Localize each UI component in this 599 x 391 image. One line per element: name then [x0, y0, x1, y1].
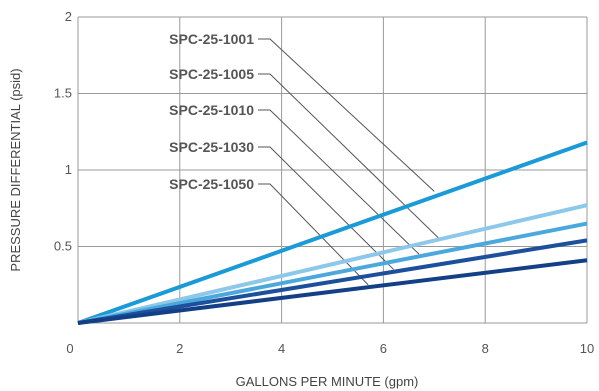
x-axis-label: GALLONS PER MINUTE (gpm): [236, 374, 419, 389]
series-line-spc-25-1050: [77, 258, 588, 325]
callout-leader: [258, 146, 394, 270]
y-tick-label: 2: [65, 9, 72, 24]
callout-labels: SPC-25-1001 SPC-25-1005 SPC-25-1010 SPC-25-…: [169, 31, 254, 192]
series-line-spc-25-1005: [77, 203, 588, 325]
y-tick-label: 0.5: [54, 239, 72, 254]
series-line-spc-25-1010: [77, 221, 588, 325]
x-tick-label: 10: [580, 341, 594, 356]
callout-label-spc-25-1001: SPC-25-1001: [169, 31, 254, 47]
y-tick-label: 1: [65, 162, 72, 177]
x-tick-label: 2: [176, 341, 183, 356]
series-line-spc-25-1030: [77, 238, 588, 325]
x-tick-label: 6: [380, 341, 387, 356]
callout-leader: [258, 73, 440, 240]
callout-label-spc-25-1050: SPC-25-1050: [169, 176, 254, 192]
tick-labels: 0 2 4 6 8 10 0.5 1 1.5 2: [54, 9, 594, 356]
y-tick-label: 1.5: [54, 86, 72, 101]
series-lines: [77, 140, 588, 325]
series-line-spc-25-1001: [77, 140, 588, 325]
callout-leader: [258, 183, 369, 286]
callout-leaders: [258, 38, 440, 286]
callout-leader: [258, 38, 435, 192]
callout-label-spc-25-1010: SPC-25-1010: [169, 102, 254, 118]
x-tick-label: 0: [66, 341, 73, 356]
x-tick-label: 4: [278, 341, 285, 356]
callout-label-spc-25-1005: SPC-25-1005: [169, 66, 254, 82]
x-tick-label: 8: [482, 341, 489, 356]
callout-leader: [258, 109, 420, 255]
y-axis-label: PRESSURE DIFFERENTIAL (psid): [8, 68, 23, 271]
callout-label-spc-25-1030: SPC-25-1030: [169, 139, 254, 155]
